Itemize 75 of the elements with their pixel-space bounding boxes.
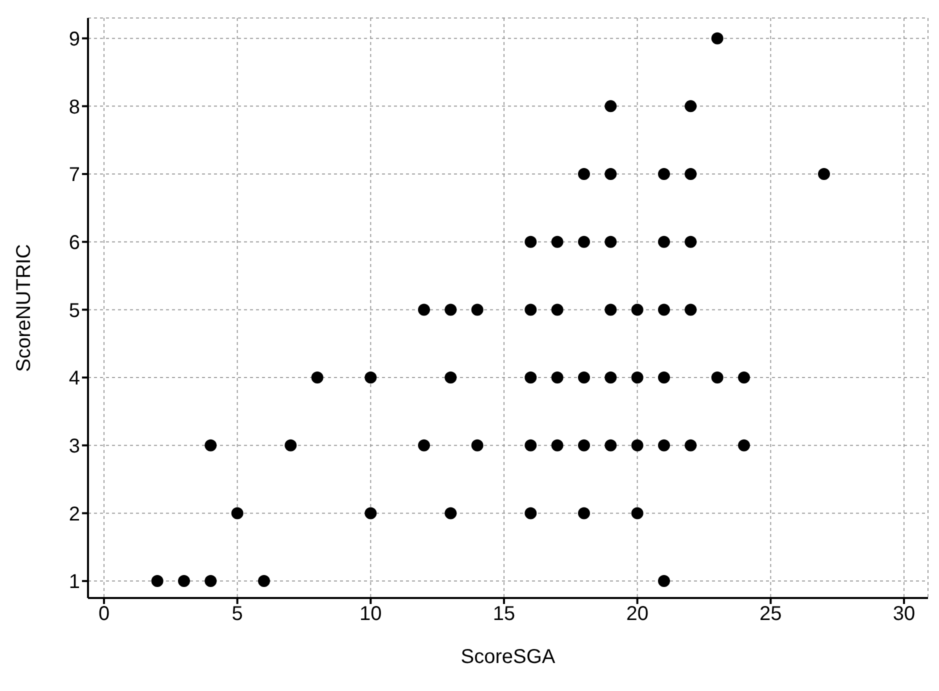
point bbox=[311, 372, 324, 384]
point bbox=[604, 304, 617, 316]
y-tick-label: 9 bbox=[68, 28, 80, 50]
x-tick-label: 25 bbox=[760, 603, 782, 626]
point bbox=[818, 168, 830, 180]
point bbox=[604, 100, 617, 112]
point bbox=[524, 236, 537, 248]
point bbox=[524, 507, 537, 520]
point bbox=[178, 575, 190, 588]
point bbox=[284, 439, 297, 452]
point bbox=[631, 439, 644, 452]
point bbox=[551, 304, 564, 316]
point bbox=[658, 372, 670, 384]
point bbox=[711, 32, 724, 44]
point bbox=[258, 575, 270, 588]
point bbox=[471, 439, 484, 452]
point bbox=[658, 575, 670, 588]
y-tick-label: 8 bbox=[68, 96, 80, 118]
point bbox=[684, 439, 697, 452]
y-tick-label: 2 bbox=[68, 503, 80, 526]
point bbox=[551, 439, 564, 452]
y-tick-label: 7 bbox=[68, 164, 80, 186]
x-tick-label: 30 bbox=[892, 603, 916, 626]
point bbox=[711, 372, 724, 384]
y-tick-label: 1 bbox=[68, 571, 80, 594]
point bbox=[364, 372, 377, 384]
point bbox=[204, 439, 217, 452]
point bbox=[631, 372, 644, 384]
point bbox=[231, 507, 244, 520]
point bbox=[444, 372, 457, 384]
point bbox=[524, 372, 537, 384]
point bbox=[524, 304, 537, 316]
point bbox=[604, 168, 617, 180]
point bbox=[684, 100, 697, 112]
point bbox=[578, 372, 590, 384]
y-axis-title: ScoreNUTRIC bbox=[13, 244, 36, 372]
point bbox=[551, 372, 564, 384]
point bbox=[364, 507, 377, 520]
point bbox=[738, 439, 750, 452]
point bbox=[604, 372, 617, 384]
y-tick-label: 5 bbox=[68, 300, 80, 322]
x-axis-title: ScoreSGA bbox=[460, 646, 556, 668]
x-tick-label: 20 bbox=[626, 603, 648, 626]
x-tick-label: 0 bbox=[98, 603, 110, 626]
point bbox=[444, 304, 457, 316]
x-tick-label: 10 bbox=[360, 603, 382, 626]
point bbox=[684, 168, 697, 180]
point bbox=[684, 304, 697, 316]
point bbox=[418, 439, 430, 452]
point bbox=[578, 439, 590, 452]
point bbox=[578, 507, 590, 520]
y-tick-label: 3 bbox=[68, 435, 80, 458]
point bbox=[444, 507, 457, 520]
point bbox=[551, 236, 564, 248]
point bbox=[684, 236, 697, 248]
point bbox=[631, 507, 644, 520]
point bbox=[418, 304, 430, 316]
point bbox=[578, 236, 590, 248]
point bbox=[658, 168, 670, 180]
y-tick-label: 4 bbox=[68, 368, 80, 390]
y-tick-label: 6 bbox=[68, 232, 80, 254]
point bbox=[604, 236, 617, 248]
point bbox=[738, 372, 750, 384]
point bbox=[658, 439, 670, 452]
point bbox=[604, 439, 617, 452]
point bbox=[578, 168, 590, 180]
point bbox=[658, 304, 670, 316]
point bbox=[631, 304, 644, 316]
x-tick-label: 5 bbox=[232, 603, 243, 626]
x-tick-label: 15 bbox=[492, 603, 516, 626]
point bbox=[524, 439, 537, 452]
point bbox=[204, 575, 217, 588]
point bbox=[658, 236, 670, 248]
point bbox=[151, 575, 164, 588]
point bbox=[471, 304, 484, 316]
